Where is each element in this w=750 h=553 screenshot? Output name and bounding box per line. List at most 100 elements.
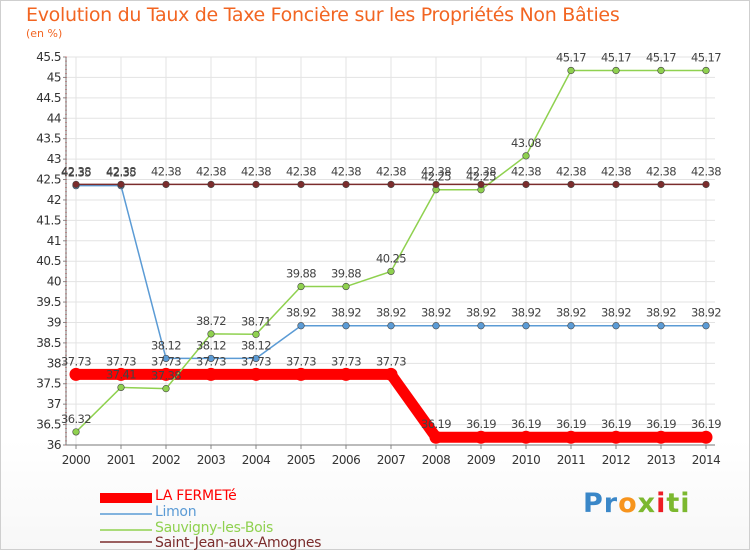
y-tick-label: 44 [47,111,61,125]
data-label-sauvigny-les-bois: 45.17 [556,50,586,64]
data-point-la-fermet- [249,367,263,381]
x-tick-label: 2009 [467,453,496,467]
legend-swatch-limon [100,513,152,515]
x-tick-label: 2005 [287,453,316,467]
data-point-saint-jean-aux-amognes [612,180,620,189]
data-point-sauvigny-les-bois [297,282,305,291]
data-label-limon: 42.35 [106,166,136,180]
y-tick-label: 39.5 [36,295,61,309]
x-tick-label: 2000 [62,453,91,467]
y-tick-label: 39 [47,315,61,329]
data-label-la-fermet-: 36.19 [511,417,541,431]
data-point-limon [387,322,395,330]
data-label-sauvigny-les-bois: 40.25 [376,251,406,265]
data-label-sauvigny-les-bois: 38.72 [196,314,226,328]
y-tick-label: 37.5 [36,377,61,391]
legend-label-sauvigny: Sauvigny-les-Bois [155,520,273,536]
legend-swatch-saint-jean [100,541,152,543]
data-label-la-fermet-: 36.19 [646,417,676,431]
data-point-la-fermet- [564,430,578,444]
y-tick-label: 45 [47,70,61,84]
data-point-saint-jean-aux-amognes [657,180,665,189]
x-tick-label: 2013 [647,453,676,467]
data-point-saint-jean-aux-amognes [522,180,530,189]
y-tick-label: 45.5 [36,50,61,64]
data-label-limon: 38.92 [466,306,496,320]
data-point-saint-jean-aux-amognes [117,180,125,189]
legend-label-saint-jean: Saint-Jean-aux-Amognes [155,535,322,551]
y-tick-label: 41.5 [36,213,61,227]
data-point-sauvigny-les-bois [162,385,170,393]
logo-part-o: o [618,488,638,519]
data-label-sauvigny-les-bois: 38.71 [241,314,271,328]
data-point-saint-jean-aux-amognes [297,180,305,189]
data-label-saint-jean-aux-amognes: 42.38 [376,164,406,178]
x-tick-label: 2008 [422,453,451,467]
unit-label: (en %) [26,27,63,40]
data-point-saint-jean-aux-amognes [477,180,485,189]
data-point-saint-jean-aux-amognes [702,180,710,189]
data-label-limon: 38.92 [646,306,676,320]
data-point-sauvigny-les-bois [207,330,215,338]
data-label-saint-jean-aux-amognes: 42.38 [61,164,91,178]
data-point-sauvigny-les-bois [702,66,710,75]
data-point-sauvigny-les-bois [567,66,575,75]
data-point-limon [342,322,350,330]
legend-label-limon: Limon [155,504,197,520]
data-label-saint-jean-aux-amognes: 42.38 [421,164,451,178]
data-label-la-fermet-: 36.19 [691,417,721,431]
x-tick-label: 2012 [602,453,631,467]
data-point-la-fermet- [699,430,713,444]
y-tick-label: 41 [47,234,61,248]
data-point-sauvigny-les-bois [252,330,260,338]
data-point-la-fermet- [654,430,668,444]
data-point-limon [207,354,215,363]
data-point-la-fermet- [294,367,308,381]
x-tick-label: 2011 [557,453,586,467]
data-point-limon [567,322,575,330]
logo-part-i: i [656,488,667,519]
data-label-limon: 38.12 [151,338,181,352]
data-label-saint-jean-aux-amognes: 42.38 [691,164,721,178]
data-label-limon: 38.12 [196,338,226,352]
logo-part-pr: Pr [583,488,619,519]
data-point-sauvigny-les-bois [612,66,620,75]
data-point-limon [702,322,710,330]
data-label-saint-jean-aux-amognes: 42.38 [556,164,586,178]
data-point-saint-jean-aux-amognes [252,180,260,189]
y-tick-label: 44.5 [36,91,61,105]
data-label-saint-jean-aux-amognes: 42.38 [106,164,136,178]
data-label-la-fermet-: 36.19 [601,417,631,431]
data-label-limon: 38.92 [601,306,631,320]
data-label-la-fermet-: 37.73 [106,354,136,368]
y-tick-label: 43 [47,152,61,166]
data-point-limon [657,322,665,330]
data-label-saint-jean-aux-amognes: 42.38 [151,164,181,178]
data-label-la-fermet-: 36.19 [421,417,451,431]
data-point-limon [162,354,170,363]
data-label-sauvigny-les-bois: 39.88 [286,267,316,281]
data-label-la-fermet-: 36.19 [556,417,586,431]
data-label-la-fermet-: 37.73 [286,354,316,368]
data-label-la-fermet-: 37.73 [331,354,361,368]
x-tick-label: 2001 [107,453,136,467]
logo-part-ti: ti [666,488,691,519]
data-point-limon [477,322,485,330]
data-label-sauvigny-les-bois: 42.25 [466,170,496,184]
chart-title: Evolution du Taux de Taxe Foncière sur l… [26,4,620,26]
x-tick-label: 2006 [332,453,361,467]
data-label-saint-jean-aux-amognes: 42.38 [331,164,361,178]
data-point-saint-jean-aux-amognes [207,180,215,189]
data-point-saint-jean-aux-amognes [387,180,395,189]
data-point-la-fermet- [519,430,533,444]
data-label-sauvigny-les-bois: 43.08 [511,136,541,150]
proxiti-logo: Proxiti [583,488,691,519]
data-point-limon [522,322,530,330]
data-point-saint-jean-aux-amognes [162,180,170,189]
data-label-limon: 38.92 [556,306,586,320]
data-point-la-fermet- [159,367,173,381]
data-point-la-fermet- [429,430,443,444]
series-sauvigny-les-bois [72,66,710,436]
data-label-limon: 42.35 [61,166,91,180]
